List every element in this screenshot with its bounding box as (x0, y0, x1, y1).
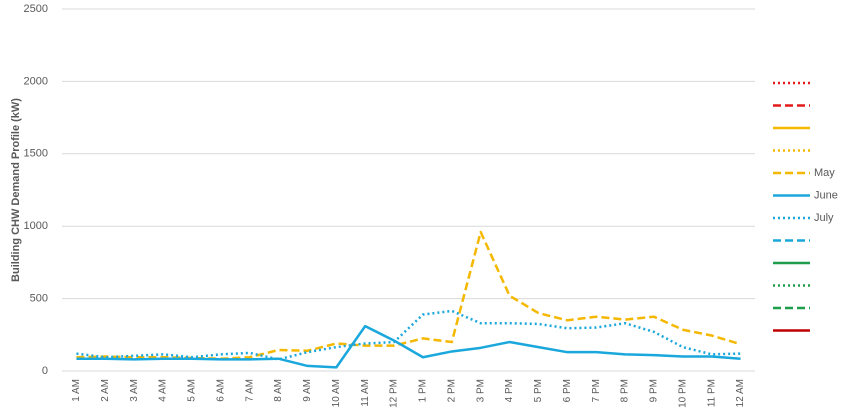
x-tick-label: 8 PM (620, 379, 631, 402)
x-tick-label: 6 PM (562, 379, 573, 402)
legend-label: May (814, 167, 835, 179)
legend-label: July (814, 212, 834, 224)
x-tick-label: 3 AM (129, 379, 140, 402)
y-axis-label: Building CHW Demand Profile (kW) (10, 98, 22, 282)
x-tick-label: 10 AM (331, 379, 342, 407)
x-tick-label: 1 PM (418, 379, 429, 402)
x-tick-label: 9 AM (302, 379, 313, 402)
x-tick-label: 6 AM (215, 379, 226, 402)
x-tick-label: 7 PM (591, 379, 602, 402)
x-tick-label: 9 PM (649, 379, 660, 402)
series-line (76, 324, 741, 369)
series-line (76, 230, 741, 360)
x-tick-label: 4 PM (504, 379, 515, 402)
legend-label: June (814, 189, 838, 201)
y-tick-label: 500 (30, 293, 48, 305)
y-tick-label: 1000 (24, 220, 48, 232)
series-line (76, 309, 741, 361)
x-tick-label: 10 PM (677, 379, 688, 408)
x-tick-label: 12 AM (735, 379, 746, 407)
y-tick-label: 0 (42, 365, 48, 377)
x-tick-label: 7 AM (244, 379, 255, 402)
x-tick-label: 11 AM (360, 379, 371, 407)
x-tick-label: 3 PM (475, 379, 486, 402)
x-tick-label: 4 AM (158, 379, 169, 402)
y-tick-label: 2000 (24, 75, 48, 87)
y-tick-label: 2500 (24, 3, 48, 15)
x-tick-label: 5 PM (533, 379, 544, 402)
x-tick-label: 2 AM (100, 379, 111, 402)
x-tick-label: 11 PM (706, 379, 717, 407)
x-tick-label: 1 AM (71, 379, 82, 402)
x-tick-label: 12 PM (389, 379, 400, 408)
x-tick-label: 8 AM (273, 379, 284, 402)
x-tick-label: 2 PM (446, 379, 457, 402)
x-tick-label: 5 AM (187, 379, 198, 402)
y-tick-label: 1500 (24, 148, 48, 160)
